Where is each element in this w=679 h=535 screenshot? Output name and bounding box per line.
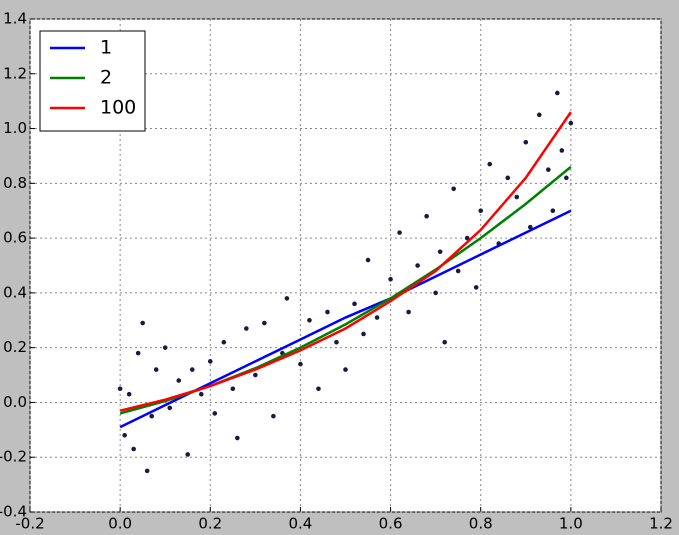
scatter-point	[478, 208, 484, 214]
x-tick-label: 1.0	[559, 515, 583, 533]
scatter-point	[176, 378, 182, 383]
scatter-point	[424, 213, 429, 219]
y-tick-label: 1.4	[3, 10, 27, 28]
x-tick-label: 0.6	[379, 515, 403, 533]
scatter-point	[140, 320, 145, 326]
scatter-point	[284, 296, 290, 301]
scatter-point	[334, 339, 339, 345]
scatter-point	[352, 301, 357, 307]
scatter-point	[316, 386, 321, 392]
scatter-point	[361, 331, 366, 337]
scatter-point	[559, 148, 565, 153]
y-tick-label: 0.8	[3, 174, 27, 192]
scatter-point	[122, 433, 127, 438]
scatter-point	[451, 186, 456, 192]
legend-label: 100	[100, 97, 136, 119]
scatter-point	[131, 446, 136, 452]
scatter-point	[262, 320, 267, 326]
scatter-point	[207, 359, 213, 364]
scatter-point	[464, 235, 470, 241]
scatter-point	[550, 208, 556, 214]
scatter-point	[325, 309, 330, 315]
scatter-point	[230, 386, 236, 392]
x-tick-label: -0.2	[15, 515, 44, 533]
scatter-point	[406, 309, 411, 315]
scatter-point	[546, 167, 551, 172]
scatter-point	[167, 405, 173, 411]
scatter-point	[235, 435, 240, 441]
scatter-point	[505, 175, 511, 181]
scatter-point	[397, 230, 402, 235]
scatter-point	[185, 452, 191, 457]
scatter-point	[442, 339, 447, 345]
y-tick-label: 1.2	[3, 64, 27, 82]
scatter-point	[198, 391, 204, 397]
scatter-point	[126, 391, 132, 397]
scatter-point	[473, 285, 479, 290]
y-tick-label: 0.2	[3, 338, 27, 356]
scatter-point	[514, 194, 520, 200]
legend-label: 2	[100, 67, 112, 89]
scatter-point	[564, 175, 569, 181]
scatter-point	[415, 263, 420, 268]
scatter-point	[523, 139, 529, 145]
y-tick-label: 1.0	[3, 119, 27, 137]
y-tick-label: 0.0	[3, 393, 27, 411]
y-tick-label: 0.4	[3, 283, 27, 301]
scatter-point	[244, 326, 249, 331]
series-line	[119, 111, 572, 412]
scatter-point	[555, 90, 560, 96]
scatter-point	[388, 276, 393, 282]
x-tick-label: 0.4	[288, 515, 312, 533]
x-tick-label: 1.2	[649, 515, 673, 533]
scatter-point	[253, 372, 258, 378]
x-tick-label: 0.0	[108, 515, 132, 533]
scatter-point	[153, 367, 159, 372]
scatter-point	[162, 345, 168, 350]
scatter-point	[365, 257, 371, 263]
scatter-point	[455, 268, 461, 274]
scatter-point	[307, 317, 312, 323]
scatter-point	[144, 468, 150, 474]
scatter-point	[487, 161, 493, 167]
scatter-point	[527, 224, 533, 230]
x-tick-label: 0.8	[469, 515, 493, 533]
scatter-point	[149, 413, 154, 419]
scatter-point	[221, 339, 227, 345]
scatter-point	[212, 411, 218, 416]
scatter-point	[374, 315, 380, 320]
scatter-point	[343, 367, 348, 372]
y-tick-label: -0.4	[0, 503, 27, 521]
scatter-point	[135, 350, 141, 356]
scatter-point	[189, 367, 195, 372]
y-tick-label: 0.6	[3, 229, 27, 247]
scatter-point	[298, 361, 303, 367]
scatter-point	[568, 120, 574, 126]
scatter-point	[117, 386, 123, 392]
legend-label: 1	[100, 37, 112, 59]
scatter-point	[537, 112, 542, 118]
scatter-point	[433, 290, 438, 296]
scatter-point	[437, 249, 443, 255]
x-tick-label: 0.2	[198, 515, 222, 533]
y-tick-label: -0.2	[0, 448, 27, 466]
scatter-point	[271, 413, 276, 419]
